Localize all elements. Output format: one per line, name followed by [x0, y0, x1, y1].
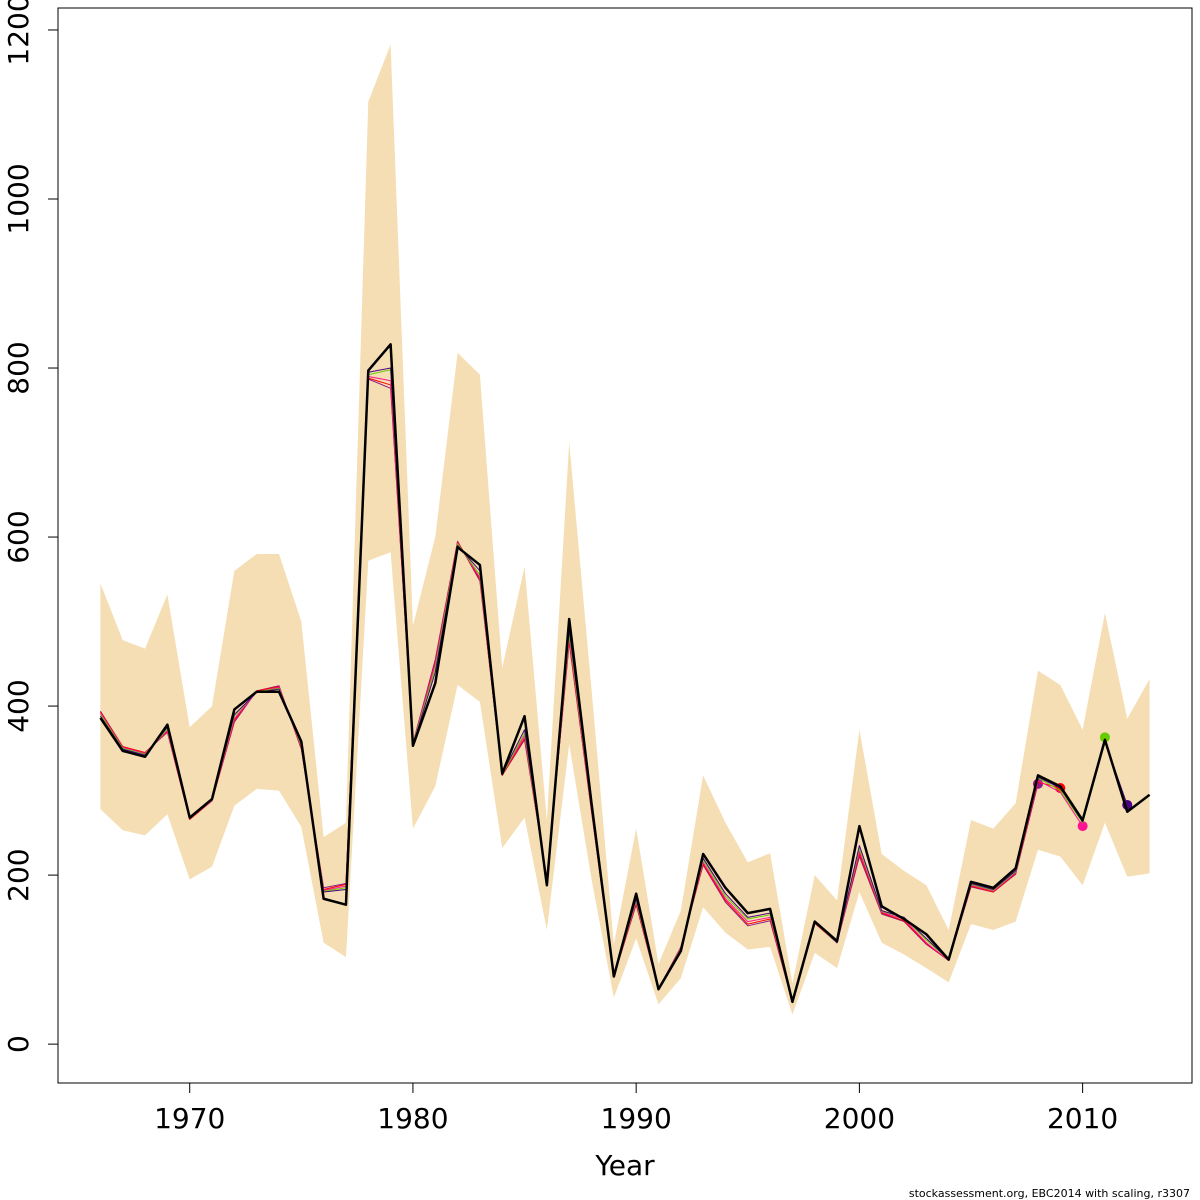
y-tick-label: 0 — [2, 1035, 35, 1053]
y-tick-label: 1000 — [2, 163, 35, 234]
plot-frame — [57, 7, 1193, 1084]
end-point — [1077, 821, 1088, 832]
y-tick-label: 800 — [2, 341, 35, 394]
x-axis-label: Year — [594, 1149, 655, 1182]
x-tick-label: 2010 — [1047, 1102, 1118, 1135]
x-tick-label: 1980 — [377, 1102, 448, 1135]
y-tick-label: 200 — [2, 848, 35, 901]
x-tick-label: 2000 — [824, 1102, 895, 1135]
series-line — [99, 343, 1151, 1004]
x-tick-label: 1970 — [154, 1102, 225, 1135]
end-point — [1099, 732, 1110, 743]
y-tick-label: 400 — [2, 679, 35, 732]
confidence-band — [100, 44, 1150, 1015]
footnote: stockassessment.org, EBC2014 with scalin… — [909, 1187, 1190, 1200]
y-tick-label: 600 — [2, 510, 35, 563]
x-tick-label: 1990 — [601, 1102, 672, 1135]
y-tick-label: 1200 — [2, 0, 35, 66]
